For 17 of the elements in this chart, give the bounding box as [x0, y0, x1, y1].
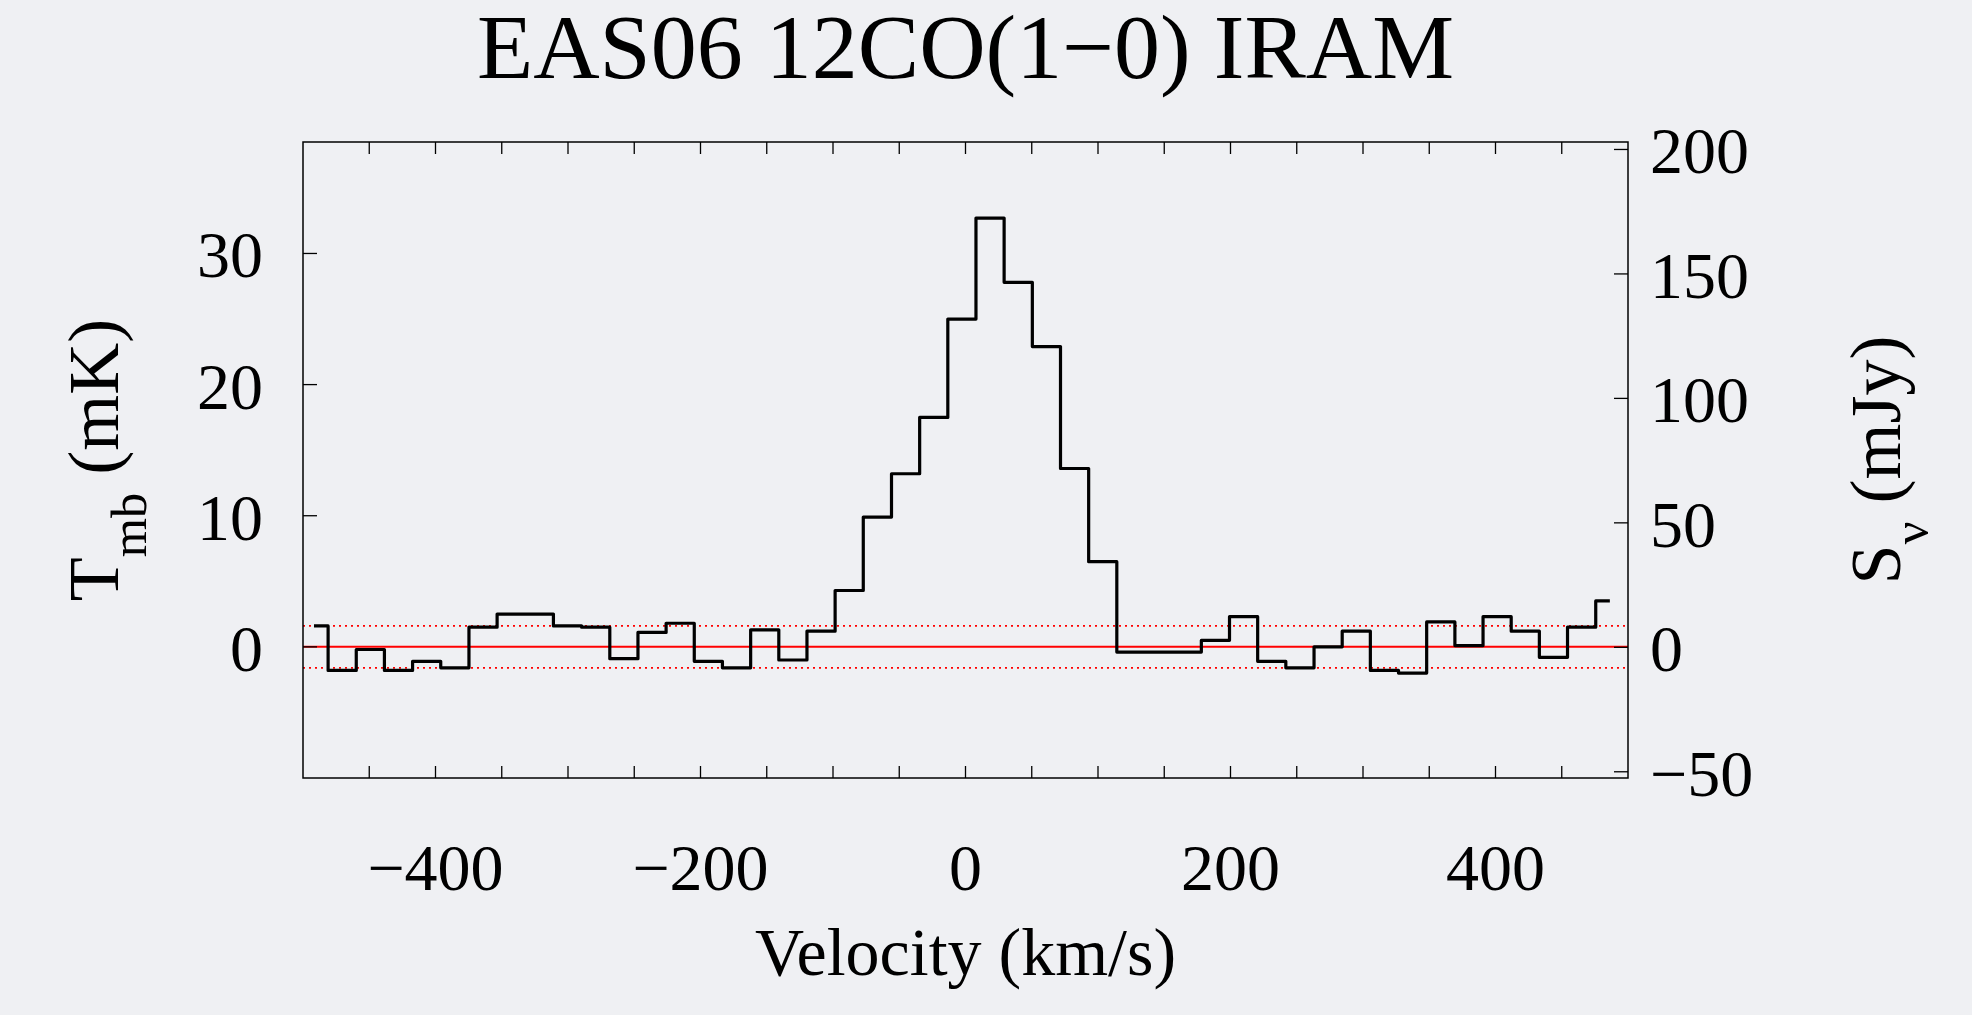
y2-tick-label: 50 — [1650, 487, 1716, 561]
y2-tick-label: −50 — [1650, 736, 1754, 810]
y-tick-label: 30 — [197, 218, 263, 292]
x-tick-label: 0 — [949, 831, 982, 904]
y-tick-label: 0 — [230, 611, 263, 685]
x-tick-label: −200 — [632, 831, 769, 904]
x-tick-label: 200 — [1181, 831, 1280, 904]
y2-tick-label: 100 — [1650, 363, 1749, 437]
y-tick-label: 10 — [197, 480, 263, 554]
x-tick-label: −400 — [367, 831, 504, 904]
x-tick-label: 400 — [1446, 831, 1545, 904]
x-axis-title: Velocity (km/s) — [754, 914, 1177, 990]
y2-tick-label: 150 — [1650, 238, 1749, 312]
y-tick-label: 20 — [197, 349, 263, 423]
chart-title: EAS06 12CO(1−0) IRAM — [476, 0, 1455, 98]
y2-tick-label: 200 — [1650, 114, 1749, 188]
y2-tick-label: 0 — [1650, 612, 1683, 686]
